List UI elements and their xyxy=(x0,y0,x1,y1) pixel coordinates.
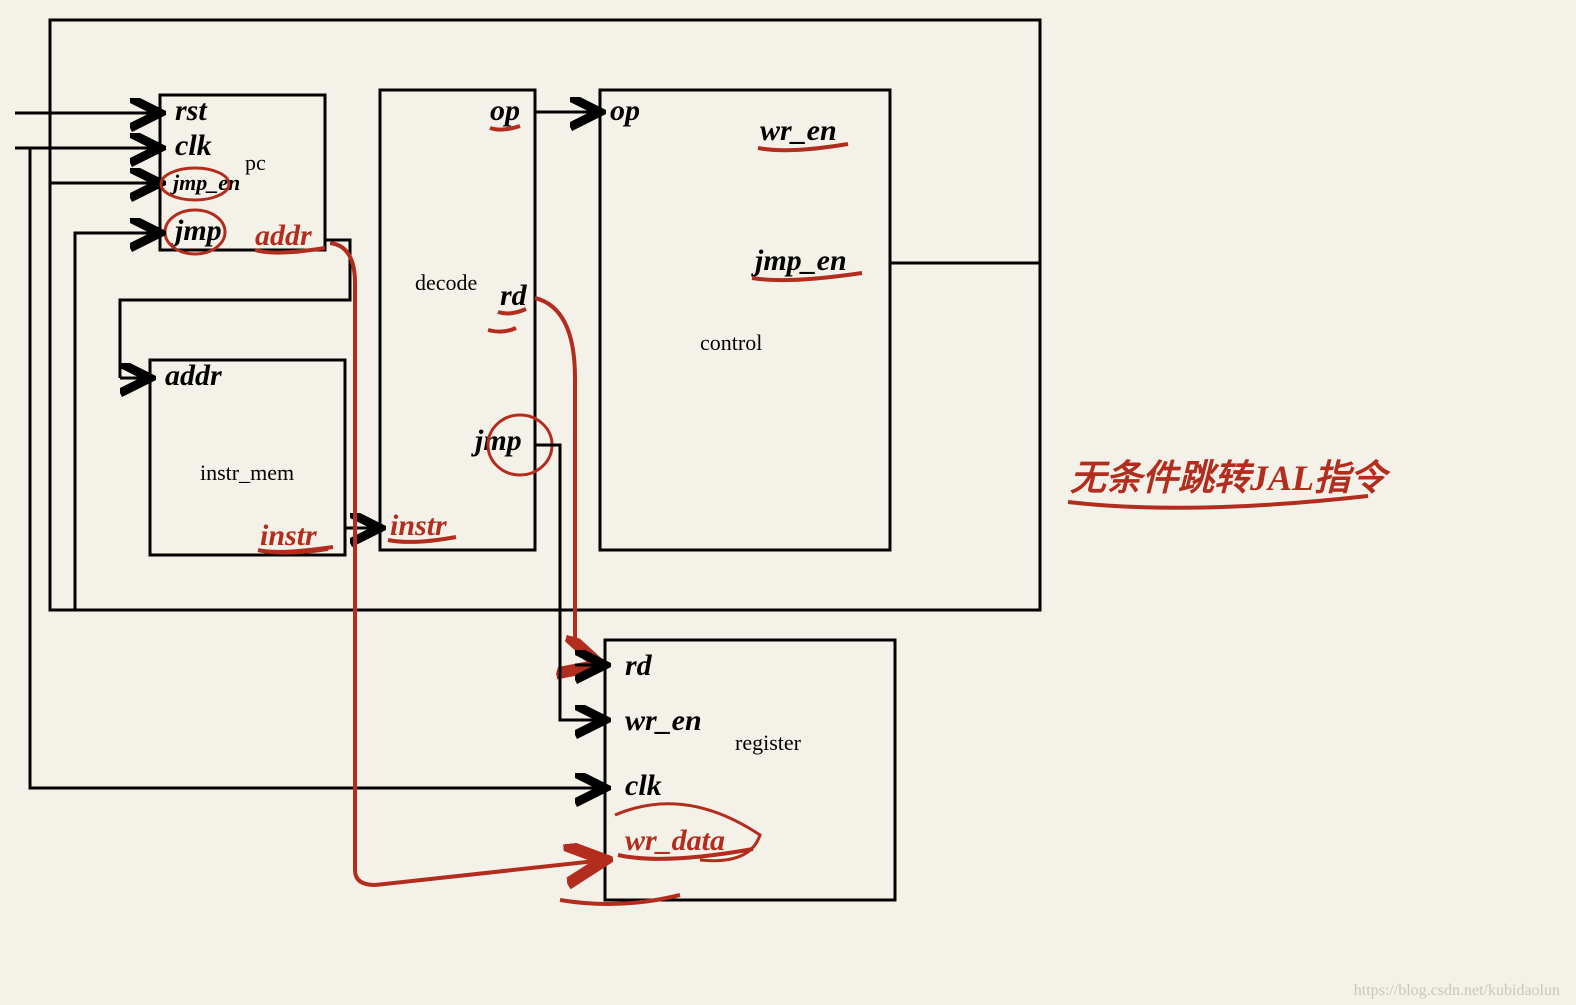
pc-label: pc xyxy=(245,150,266,175)
watermark: https://blog.csdn.net/kubidaolun xyxy=(1354,982,1560,999)
annotation-text: 无条件跳转JAL指令 xyxy=(1070,458,1391,498)
clk-label: clk xyxy=(175,129,212,162)
jmp-en-out-label: jmp_en xyxy=(751,244,847,277)
imem-label: instr_mem xyxy=(200,460,294,485)
rd2-label: rd xyxy=(625,649,653,682)
jmp-label: jmp xyxy=(171,214,222,247)
wr-en2-label: wr_en xyxy=(625,704,702,737)
rst-label: rst xyxy=(175,94,208,127)
wr-en-label: wr_en xyxy=(760,114,837,147)
wr-data-label: wr_data xyxy=(625,824,725,857)
instr-in-label: instr xyxy=(390,509,447,542)
clk2-label: clk xyxy=(625,769,662,802)
op-out-label: op xyxy=(490,94,520,127)
jmp2-label: jmp xyxy=(471,424,522,457)
rd-label: rd xyxy=(500,279,528,312)
addr-label-in: addr xyxy=(165,359,222,392)
op-in-label: op xyxy=(610,94,640,127)
register-label: register xyxy=(735,730,802,755)
addr-label-out: addr xyxy=(255,219,312,252)
control-label: control xyxy=(700,330,762,355)
decode-label: decode xyxy=(415,270,477,295)
diagram-canvas: pc instr_mem decode control register rst… xyxy=(0,0,1576,1005)
instr-label-out: instr xyxy=(260,519,317,552)
